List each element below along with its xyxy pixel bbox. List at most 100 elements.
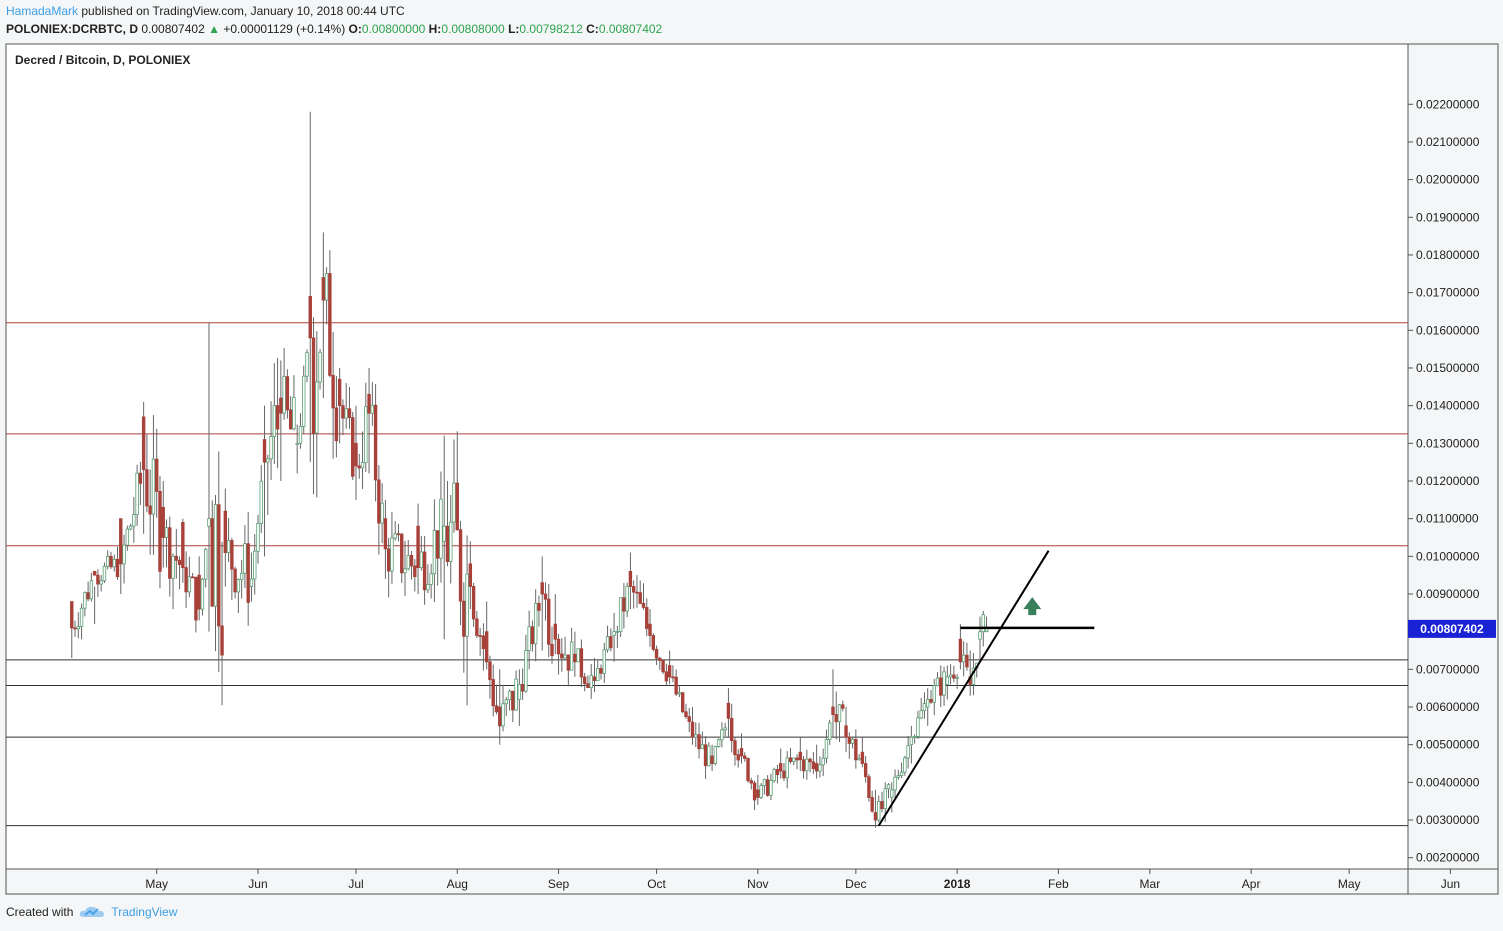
candle	[236, 578, 241, 614]
candle	[788, 747, 793, 764]
candle	[393, 521, 397, 541]
candle	[308, 111, 312, 463]
candle	[370, 382, 375, 426]
candle	[926, 688, 930, 726]
candle	[102, 562, 107, 584]
candle	[903, 755, 907, 776]
candle	[249, 552, 254, 602]
tradingview-link[interactable]: TradingView	[111, 905, 178, 919]
candle	[132, 497, 136, 543]
candle	[511, 690, 515, 723]
candle	[171, 553, 175, 610]
candle	[272, 363, 277, 464]
candle	[667, 650, 672, 685]
candle	[481, 623, 486, 671]
candle	[847, 732, 852, 759]
candle	[230, 537, 234, 601]
candle	[468, 541, 473, 610]
candle	[161, 480, 165, 568]
candle	[298, 413, 303, 449]
price-chart[interactable]: Decred / Bitcoin, D, POLONIEX 0.02200000…	[0, 0, 1503, 900]
candle	[563, 636, 567, 661]
candle	[625, 582, 629, 618]
trend-line[interactable]	[877, 550, 1050, 827]
candle	[743, 752, 747, 762]
candle	[932, 678, 936, 716]
price-axis[interactable]: 0.02200000 0.02100000 0.02000000 0.01900000…	[1408, 97, 1480, 865]
candle	[746, 757, 750, 783]
candle	[945, 665, 950, 700]
x-tick-label: Feb	[1048, 877, 1069, 891]
candle	[141, 401, 146, 534]
candle	[566, 654, 571, 687]
time-axis[interactable]: May Jun Jul Aug Sep Oct Nov Dec 2018 Feb Mar Apr May…	[145, 869, 1460, 891]
candle	[292, 375, 296, 431]
footer: Created with TradingView	[6, 905, 177, 919]
candle	[573, 631, 577, 677]
x-tick-label: Mar	[1140, 877, 1161, 891]
candle	[736, 749, 740, 768]
plot-area[interactable]	[6, 44, 1408, 869]
candle	[919, 697, 923, 720]
candle	[893, 769, 897, 800]
annotations	[877, 550, 1095, 827]
y-tick-label: 0.01800000	[1416, 248, 1480, 262]
candle	[814, 744, 819, 779]
candle	[762, 778, 767, 795]
candle	[403, 540, 407, 597]
candle	[782, 763, 786, 781]
candle	[540, 556, 544, 651]
candle	[445, 481, 450, 567]
candle	[452, 439, 456, 533]
candle	[844, 707, 848, 753]
candle	[834, 691, 838, 740]
candle	[537, 595, 541, 627]
candle	[582, 672, 587, 692]
candle	[697, 722, 701, 759]
candle	[233, 566, 237, 599]
candle	[775, 764, 780, 784]
price-badge-bg	[1408, 619, 1496, 638]
candle	[145, 434, 149, 513]
arrow-up-icon[interactable]	[1023, 597, 1042, 616]
candle	[837, 703, 842, 743]
chart-frame	[5, 43, 1499, 895]
candle	[779, 748, 783, 779]
candle	[256, 514, 260, 564]
last-price-text: 0.00807402	[141, 22, 205, 36]
candle	[334, 375, 339, 458]
candle	[364, 382, 368, 473]
candle	[514, 670, 518, 711]
high-label: H:	[428, 22, 442, 36]
candle	[857, 754, 861, 761]
candle	[89, 572, 94, 602]
symbol-line: POLONIEX:DCRBTC, D 0.00807402 ▲ +0.00001…	[6, 22, 662, 36]
candle	[589, 663, 593, 699]
symbol-text: POLONIEX:DCRBTC, D	[6, 22, 138, 36]
candle	[200, 578, 205, 616]
candle	[828, 719, 832, 745]
candle	[138, 461, 143, 505]
candle	[435, 530, 440, 586]
candle	[645, 598, 649, 637]
author-link[interactable]: HamadaMark	[6, 4, 79, 18]
candle	[122, 534, 126, 584]
x-tick-label: Sep	[548, 877, 570, 891]
candle	[498, 669, 502, 745]
candle	[756, 774, 760, 805]
last-price-badge: 0.00807402	[1408, 619, 1496, 638]
candle	[383, 499, 388, 579]
y-tick-label: 0.01900000	[1416, 210, 1480, 224]
candle	[916, 710, 920, 739]
chart-title: Decred / Bitcoin, D, POLONIEX	[15, 53, 190, 67]
candle	[197, 556, 201, 621]
horizontal-levels	[6, 322, 1408, 827]
y-tick-label: 0.01200000	[1416, 474, 1480, 488]
candle	[792, 757, 796, 766]
candle	[821, 748, 825, 777]
candle	[831, 669, 835, 738]
y-tick-label: 0.01400000	[1416, 399, 1480, 413]
candle	[491, 664, 495, 717]
candle	[253, 534, 257, 595]
x-tick-label: 2018	[944, 877, 971, 891]
